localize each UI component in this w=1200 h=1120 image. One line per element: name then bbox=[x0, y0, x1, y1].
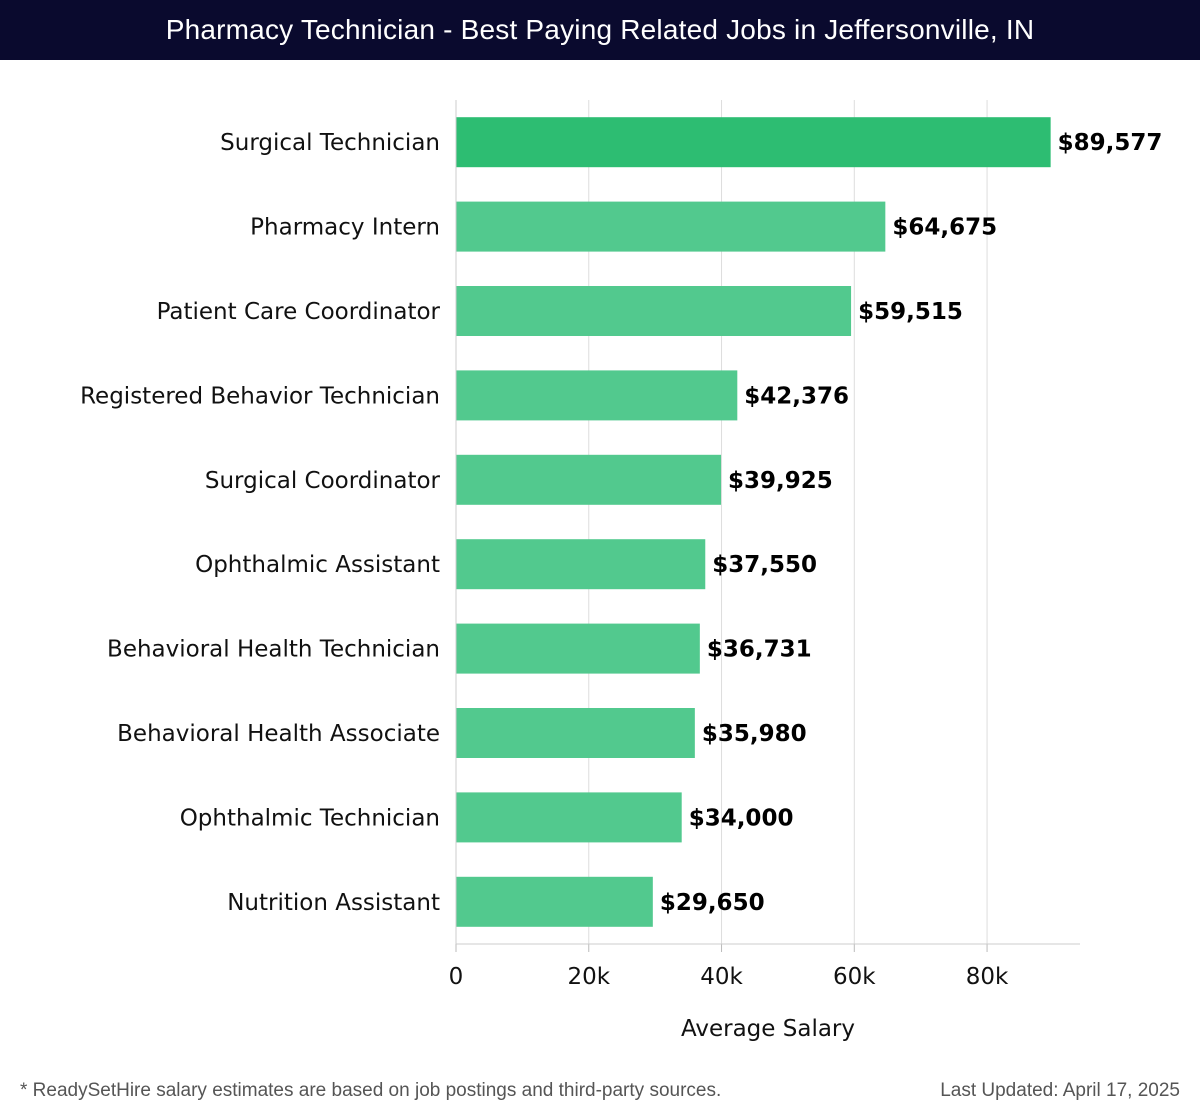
chart-title: Pharmacy Technician - Best Paying Relate… bbox=[165, 14, 1035, 45]
value-label: $37,550 bbox=[712, 552, 817, 578]
category-label: Registered Behavior Technician bbox=[80, 383, 440, 409]
category-label: Nutrition Assistant bbox=[227, 890, 440, 916]
x-tick-label: 0 bbox=[449, 964, 464, 990]
bar bbox=[456, 876, 653, 927]
x-axis-title: Average Salary bbox=[681, 1016, 855, 1042]
bars: Surgical Technician $89,577 Pharmacy Inter… bbox=[80, 117, 1162, 927]
footer-note: * ReadySetHire salary estimates are base… bbox=[20, 1080, 722, 1101]
bar bbox=[456, 201, 886, 252]
bar bbox=[456, 454, 722, 505]
x-tick-label: 80k bbox=[966, 964, 1009, 990]
value-label: $39,925 bbox=[728, 468, 833, 494]
bar bbox=[456, 708, 695, 758]
bar bbox=[456, 117, 1051, 168]
value-label: $35,980 bbox=[702, 721, 807, 747]
bar bbox=[456, 370, 738, 421]
category-label: Surgical Technician bbox=[220, 130, 440, 156]
category-label: Ophthalmic Assistant bbox=[195, 552, 440, 578]
bar bbox=[456, 623, 700, 674]
value-label: $64,675 bbox=[892, 215, 997, 241]
category-label: Pharmacy Intern bbox=[250, 215, 440, 241]
bar-chart: Surgical Technician $89,577 Pharmacy Inter… bbox=[80, 100, 1162, 1042]
value-label: $59,515 bbox=[858, 299, 963, 325]
x-tick-label: 60k bbox=[833, 964, 876, 990]
x-tick-label: 20k bbox=[567, 964, 610, 990]
value-label: $36,731 bbox=[707, 637, 812, 663]
value-label: $29,650 bbox=[660, 890, 765, 916]
category-label: Behavioral Health Associate bbox=[117, 721, 440, 747]
x-tick-label: 40k bbox=[700, 964, 743, 990]
value-label: $42,376 bbox=[744, 383, 849, 409]
category-label: Behavioral Health Technician bbox=[107, 637, 440, 663]
value-label: $34,000 bbox=[689, 805, 794, 831]
value-label: $89,577 bbox=[1058, 130, 1163, 156]
category-label: Patient Care Coordinator bbox=[157, 299, 441, 325]
category-label: Surgical Coordinator bbox=[205, 468, 441, 494]
axes: 0 20k 40k 60k 80k bbox=[449, 100, 1080, 990]
chart-header: Pharmacy Technician - Best Paying Relate… bbox=[0, 0, 1200, 60]
bar bbox=[456, 539, 706, 590]
bar bbox=[456, 286, 852, 336]
last-updated: Last Updated: April 17, 2025 bbox=[940, 1080, 1180, 1101]
category-label: Ophthalmic Technician bbox=[180, 805, 440, 831]
bar bbox=[456, 792, 682, 843]
